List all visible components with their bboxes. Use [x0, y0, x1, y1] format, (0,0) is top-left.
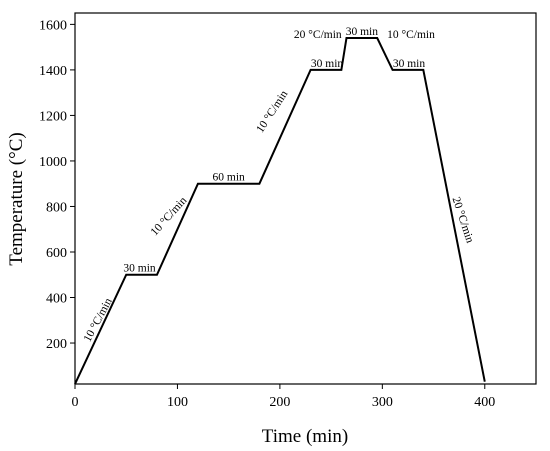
temperature-profile-line [74, 37, 486, 385]
y-tick-label: 800 [46, 200, 67, 215]
x-tick-label: 400 [474, 395, 495, 410]
annotation-label: 20 °C/min [294, 29, 342, 41]
x-axis-title: Time (min) [262, 426, 348, 447]
x-tick-label: 100 [167, 395, 188, 410]
x-tick-label: 0 [72, 395, 79, 410]
annotation-label: 30 min [346, 26, 379, 38]
annotation-label: 10 °C/min [82, 296, 115, 344]
plot-frame [74, 12, 537, 385]
y-tick-label: 1400 [39, 64, 67, 79]
y-tick-label: 1000 [39, 155, 67, 170]
annotation-label: 30 min [311, 58, 344, 70]
tick-group: 0 100 200 300 400 200 400 600 800 1000 1200 1400 160… [39, 18, 495, 410]
y-tick-label: 1600 [39, 18, 67, 33]
x-tick-label: 200 [269, 395, 290, 410]
y-tick-label: 400 [46, 292, 67, 307]
annotation-label: 30 min [123, 263, 156, 275]
x-tick-label: 300 [372, 395, 393, 410]
y-tick-label: 1200 [39, 109, 67, 124]
annotation-label: 30 min [393, 58, 426, 70]
y-axis-title: Temperature (°C) [6, 132, 27, 265]
series-group [74, 37, 486, 385]
y-tick-label: 600 [46, 246, 67, 261]
annotation-label: 10 °C/min [387, 29, 435, 41]
y-tick-label: 200 [46, 337, 67, 352]
annotation-label: 60 min [213, 172, 246, 184]
